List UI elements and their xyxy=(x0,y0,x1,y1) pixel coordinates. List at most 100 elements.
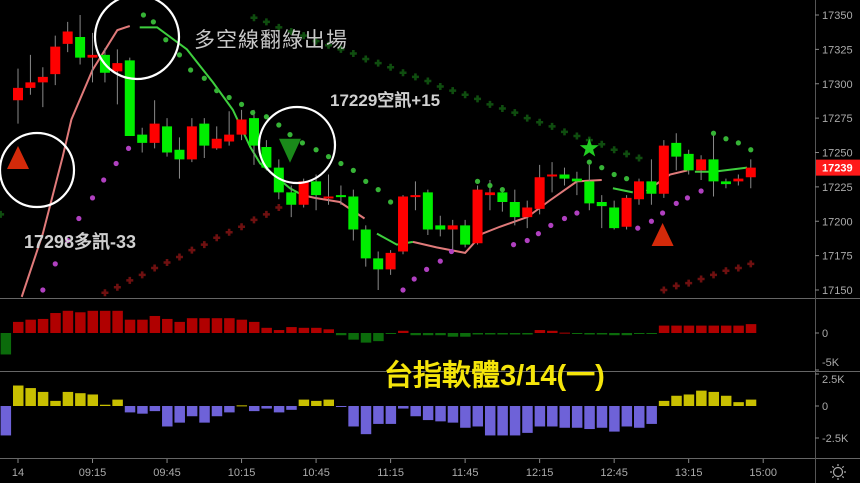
green-cross-marker xyxy=(262,18,270,26)
pane1-bar xyxy=(634,333,645,334)
green-cross-marker xyxy=(511,109,519,117)
red-cross-marker xyxy=(710,271,718,279)
candle-down xyxy=(497,192,508,202)
candle-up xyxy=(224,134,235,142)
time-tick-label: 11:45 xyxy=(452,467,479,479)
candle-down xyxy=(174,149,185,160)
pane1-bar xyxy=(13,321,24,333)
pane1-bar xyxy=(25,319,36,333)
pane1-bar xyxy=(87,310,99,333)
pane2-bar xyxy=(87,394,99,406)
pane2-bar xyxy=(62,391,74,406)
pane1-bar xyxy=(646,333,657,334)
time-tick-label: 12:15 xyxy=(526,467,554,479)
candle-down xyxy=(360,229,371,259)
pane1-bar xyxy=(609,333,620,336)
pane2-histogram xyxy=(0,385,757,436)
green-stop-dot xyxy=(338,160,344,167)
time-tick-label: 12:45 xyxy=(600,467,628,479)
pane1-bar xyxy=(162,318,173,333)
pane2-tick-label: -2.5K xyxy=(822,433,849,445)
time-tick-label: 09:15 xyxy=(79,467,107,479)
pane1-bar xyxy=(398,330,409,333)
green-cross-marker xyxy=(399,69,407,77)
green-stop-dot xyxy=(263,114,269,120)
magenta-stop-dot xyxy=(40,287,46,293)
pane2-bar xyxy=(435,406,446,422)
green-cross-marker xyxy=(411,73,419,81)
green-cross-marker xyxy=(0,210,5,218)
time-tick-label: 10:15 xyxy=(228,467,256,479)
sun-gear-icon[interactable] xyxy=(830,464,846,480)
candle-down xyxy=(248,118,259,146)
pane1-bar xyxy=(683,325,695,333)
highlight-circle-exit xyxy=(93,0,181,81)
pane1-bar xyxy=(509,333,521,335)
candle-down xyxy=(584,181,595,204)
pane2-bar xyxy=(534,406,546,427)
magenta-stop-dot xyxy=(510,242,517,248)
pane1-bar xyxy=(99,310,111,333)
pane2-bar xyxy=(323,399,334,406)
candle-down xyxy=(559,174,570,179)
green-stop-dot xyxy=(176,52,183,58)
pane1-bar xyxy=(385,333,397,334)
green-stop-dot xyxy=(599,165,605,171)
time-tick-label: 15:00 xyxy=(749,467,777,479)
candle-up xyxy=(472,189,483,244)
pane2-bar xyxy=(422,406,434,421)
pane2-bar xyxy=(410,406,421,417)
candles xyxy=(13,15,756,290)
exit-annotation: 多空線翻綠出場 xyxy=(194,29,348,52)
pane1-bar xyxy=(248,321,260,333)
magenta-stop-dot xyxy=(448,248,455,255)
highlight-circle-short xyxy=(257,105,337,185)
pane1-bar xyxy=(149,315,161,333)
pane1-bar xyxy=(522,333,533,335)
pane2-bar xyxy=(174,406,185,423)
green-cross-marker xyxy=(337,45,345,53)
pane2-bar xyxy=(621,406,633,427)
red-cross-marker xyxy=(138,271,146,279)
green-cross-marker xyxy=(312,37,320,45)
candle-down xyxy=(124,60,135,136)
magenta-stop-dot xyxy=(437,258,443,264)
pane1-bar xyxy=(547,330,558,333)
pane1-bar xyxy=(286,327,297,333)
price-tick-label: 17350 xyxy=(822,10,853,22)
candle-down xyxy=(199,123,210,146)
pane2-bar xyxy=(273,406,285,413)
pane2-bar xyxy=(497,406,508,436)
green-stop-dot xyxy=(388,199,394,205)
short-signal-annotation: 17229空訊+15 xyxy=(330,91,441,110)
pane2-bar xyxy=(373,406,384,424)
red-cross-marker xyxy=(697,275,705,283)
magenta-stop-dot xyxy=(684,195,691,201)
green-cross-marker xyxy=(598,140,606,148)
candle-up xyxy=(745,167,756,178)
candle-up xyxy=(13,87,23,101)
candle-down xyxy=(335,195,346,198)
pane2-bar xyxy=(298,399,310,406)
green-stop-dot xyxy=(363,178,369,184)
green-stop-dot xyxy=(623,176,630,182)
green-stop-dot xyxy=(276,122,282,128)
candle-up xyxy=(696,159,707,171)
red-cross-marker xyxy=(238,223,246,231)
candle-up xyxy=(547,174,558,177)
red-cross-marker xyxy=(175,253,183,261)
green-cross-marker xyxy=(449,87,457,95)
pane1-bar xyxy=(571,333,583,334)
green-stop-dot xyxy=(201,75,207,81)
candle-up xyxy=(50,46,61,75)
pane2-bar xyxy=(348,406,359,427)
candle-up xyxy=(634,181,644,200)
green-cross-marker xyxy=(523,114,531,122)
candle-up xyxy=(385,252,396,270)
pane2-bar xyxy=(634,406,645,428)
red-cross-marker xyxy=(225,228,233,236)
lower-trend-line xyxy=(412,179,602,254)
green-cross-marker xyxy=(287,28,295,35)
